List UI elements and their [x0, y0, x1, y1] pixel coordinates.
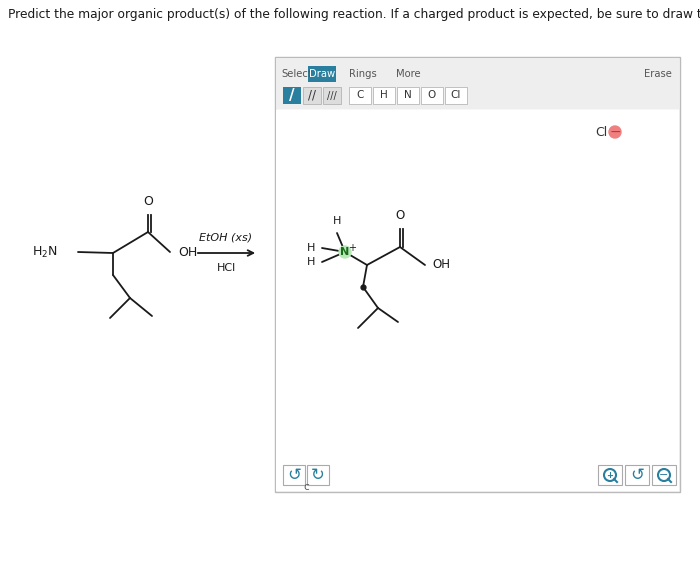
Bar [283, 87, 301, 104]
Text: N: N [404, 90, 412, 101]
Bar [323, 87, 341, 104]
Text: Predict the major organic product(s) of the following reaction. If a charged pro: Predict the major organic product(s) of … [8, 8, 700, 21]
Bar [276, 58, 679, 109]
Bar [373, 87, 395, 104]
Text: c: c [303, 482, 309, 492]
Bar [445, 87, 467, 104]
Bar [275, 57, 680, 492]
Text: H: H [307, 243, 315, 253]
Text: ///: /// [327, 90, 337, 101]
Text: Cl: Cl [451, 90, 461, 101]
Text: HCl: HCl [216, 263, 236, 273]
Bar [625, 465, 649, 485]
Text: Draw: Draw [309, 69, 335, 79]
Text: ↺: ↺ [630, 466, 644, 484]
Text: −: − [609, 125, 621, 139]
Bar [307, 465, 329, 485]
Text: +: + [606, 471, 613, 480]
Text: OH: OH [178, 246, 197, 259]
Circle shape [339, 246, 351, 258]
Bar [303, 87, 321, 104]
Text: ↻: ↻ [311, 466, 325, 484]
Bar [276, 110, 679, 491]
Text: Cl: Cl [595, 125, 608, 138]
Text: Rings: Rings [349, 69, 377, 79]
Bar [308, 66, 336, 82]
Text: //: // [308, 89, 316, 102]
Text: C: C [356, 90, 364, 101]
Text: −: − [659, 470, 668, 480]
Circle shape [609, 126, 621, 138]
Text: Erase: Erase [644, 69, 672, 79]
Bar [283, 465, 305, 485]
Text: More: More [395, 69, 420, 79]
Text: H: H [307, 257, 315, 267]
Bar [598, 465, 622, 485]
Text: H: H [332, 216, 341, 226]
Text: EtOH (xs): EtOH (xs) [199, 233, 253, 243]
Bar [349, 87, 371, 104]
Text: OH: OH [432, 259, 450, 272]
Text: O: O [428, 90, 436, 101]
Text: O: O [395, 209, 405, 222]
Text: H: H [380, 90, 388, 101]
Text: N: N [340, 247, 349, 257]
Text: +: + [348, 243, 356, 253]
Bar [397, 87, 419, 104]
Bar [421, 87, 443, 104]
Text: Select: Select [281, 69, 312, 79]
Bar [652, 465, 676, 485]
Text: ↺: ↺ [287, 466, 301, 484]
Text: $\mathregular{H_2N}$: $\mathregular{H_2N}$ [32, 245, 58, 259]
Text: O: O [143, 195, 153, 208]
Text: /: / [289, 88, 295, 103]
